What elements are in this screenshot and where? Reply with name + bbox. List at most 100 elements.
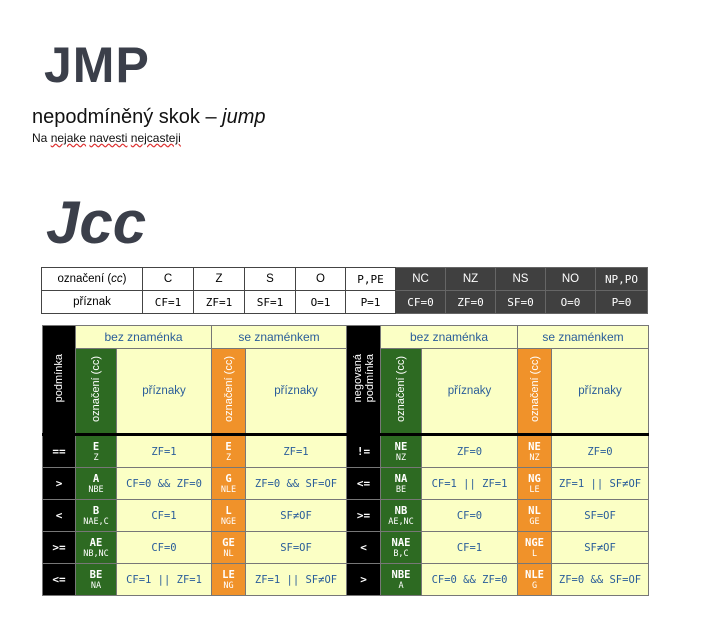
flags-header: příznaky	[421, 348, 518, 435]
cc-alt: AE,NC	[388, 516, 414, 527]
neg-condition-op: >	[346, 563, 381, 596]
flag-cell: SF=0	[495, 290, 546, 314]
note-word-1: nejake	[50, 131, 87, 145]
code-cell: O	[295, 267, 346, 291]
cc-alt: NZ	[395, 452, 407, 463]
signed-flags: ZF=1	[245, 433, 347, 468]
cc-main: A	[92, 472, 100, 485]
subtitle-text: nepodmíněný skok –	[32, 106, 223, 128]
code-header: označení (cc)	[517, 348, 552, 435]
subtitle: nepodmíněný skok – jump	[32, 106, 265, 129]
neg-line-2: podmínka	[363, 353, 376, 403]
cc-main: NG	[528, 472, 541, 485]
neg-unsigned-cc: NE NZ	[380, 433, 422, 468]
cc-main: NL	[528, 504, 541, 517]
unsigned-cc: BE NA	[75, 563, 117, 596]
condition-op: ==	[42, 433, 76, 468]
cc-main: NLE	[525, 568, 544, 581]
cc-alt: G	[531, 580, 538, 591]
cc-alt: Z	[93, 452, 99, 463]
code-header: označení (cc)	[75, 348, 117, 435]
neg-signed-cc: NGE L	[517, 531, 552, 564]
page-title: JMP	[44, 37, 150, 93]
flag-cell: SF=1	[244, 290, 296, 314]
condition-header: podmínka	[42, 325, 76, 435]
unsigned-flags: CF=0 && ZF=0	[116, 467, 212, 500]
neg-unsigned-cc: NBE A	[380, 563, 422, 596]
neg-signed-header: se znaménkem	[517, 325, 649, 349]
code-cell: S	[244, 267, 296, 291]
cc-main: NBE	[391, 568, 411, 581]
cc-alt: NZ	[529, 452, 540, 463]
neg-signed-cc: NE NZ	[517, 433, 552, 468]
code-cell: NP,PO	[595, 267, 648, 291]
cc-main: L	[225, 504, 232, 517]
cc-main: NB	[394, 504, 408, 517]
neg-unsigned-flags: CF=1	[421, 531, 518, 564]
cc-main: NGE	[525, 536, 544, 549]
cc-alt: NLE	[220, 484, 237, 495]
neg-line-1: negovaná	[351, 353, 364, 403]
neg-signed-cc: NG LE	[517, 467, 552, 500]
flag-cell: CF=1	[142, 290, 194, 314]
cc-alt: NB,NC	[83, 548, 109, 559]
label-italic: cc	[111, 273, 123, 285]
neg-condition-header: negovaná podmínka	[346, 325, 381, 435]
code-header-text: označení (cc)	[395, 356, 407, 423]
neg-unsigned-flags: ZF=0	[421, 433, 518, 468]
code-cell: P,PE	[345, 267, 396, 291]
cc-alt: Z	[225, 452, 232, 463]
section-heading: Jcc	[46, 188, 146, 257]
cc-main: E	[92, 440, 100, 453]
neg-signed-flags: ZF=1 || SF≠OF	[551, 467, 649, 500]
note-word-2: navesti	[89, 131, 128, 145]
unsigned-flags: CF=0	[116, 531, 212, 564]
neg-unsigned-cc: NA BE	[380, 467, 422, 500]
cc-alt: NGE	[220, 516, 237, 527]
condition-header-text: podmínka	[53, 353, 65, 403]
cc-alt: BE	[395, 484, 407, 495]
cc-alt: NA	[90, 580, 102, 591]
cc-main: NA	[394, 472, 408, 485]
cc-alt: NAE,C	[83, 516, 109, 527]
code-header: označení (cc)	[211, 348, 246, 435]
neg-unsigned-flags: CF=1 || ZF=1	[421, 467, 518, 500]
neg-signed-flags: ZF=0 && SF=OF	[551, 563, 649, 596]
note-pre: Na	[32, 131, 51, 145]
neg-signed-cc: NL GE	[517, 499, 552, 532]
flag-cell: P=0	[595, 290, 648, 314]
condition-op: <=	[42, 563, 76, 596]
cc-main: G	[225, 472, 232, 485]
cc-main: NE	[394, 440, 408, 453]
cc-alt: A	[398, 580, 404, 591]
subtitle-italic: jump	[222, 106, 266, 128]
unsigned-flags: CF=1 || ZF=1	[116, 563, 212, 596]
section-heading-text: Jcc	[46, 189, 147, 256]
neg-unsigned-flags: CF=0 && ZF=0	[421, 563, 518, 596]
flag-cell: P=1	[345, 290, 396, 314]
codes-row-label: označení (cc)	[41, 267, 143, 291]
neg-unsigned-flags: CF=0	[421, 499, 518, 532]
unsigned-flags: ZF=1	[116, 433, 212, 468]
codes-row: označení (cc) C Z S O P,PE NC NZ NS NO N…	[41, 267, 648, 291]
flag-cell: O=0	[545, 290, 596, 314]
code-cell: NS	[495, 267, 546, 291]
unsigned-header: bez znaménka	[75, 325, 212, 349]
group-header-row: podmínka bez znaménka se znaménkem negov…	[42, 325, 649, 435]
neg-unsigned-header: bez znaménka	[380, 325, 518, 349]
signed-flags: ZF=0 && SF=OF	[245, 467, 347, 500]
label-pre: označení (	[57, 273, 112, 285]
flags-row-label: příznak	[41, 290, 143, 314]
code-cell: NZ	[445, 267, 496, 291]
condition-op: >=	[42, 531, 76, 564]
label-post: )	[122, 273, 127, 285]
unsigned-flags: CF=1	[116, 499, 212, 532]
code-header: označení (cc)	[380, 348, 422, 435]
condition-op: >	[42, 467, 76, 500]
cc-main: BE	[89, 568, 103, 581]
flag-cell: CF=0	[395, 290, 446, 314]
neg-unsigned-cc: NB AE,NC	[380, 499, 422, 532]
